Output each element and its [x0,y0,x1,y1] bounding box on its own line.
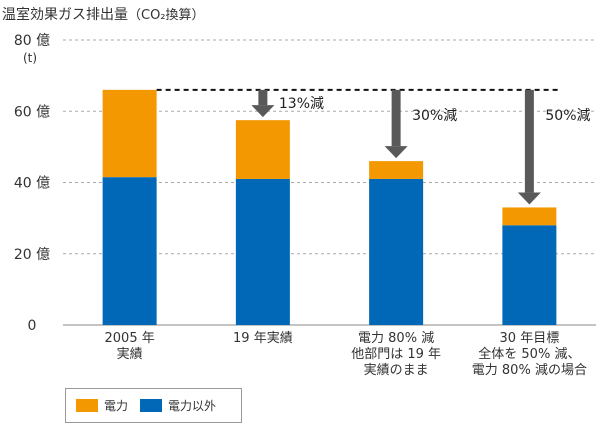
x-tick-label: 他部門は 19 年 [351,347,441,362]
reduction-arrow-shaft [391,89,401,147]
bar-segment [502,207,557,226]
legend-item-electricity: 電力 [76,397,128,414]
reduction-arrow-shaft [524,89,534,193]
x-tick-label: 19 年実績 [233,330,293,346]
reduction-arrow-head [251,105,275,118]
legend-label-non-electricity: 電力以外 [168,399,217,413]
chart-title: 温室効果ガス排出量（CO₂換算） [2,4,205,24]
y-tick-label: 60 億 [14,104,50,120]
chart-title-suffix: （CO₂換算） [128,8,205,23]
reduction-label: 30%減 [412,107,457,124]
legend-swatch-electricity [76,399,98,412]
reduction-arrow-shaft [258,89,268,106]
reduction-label: 13%減 [279,95,324,112]
reduction-arrow-head [384,146,408,159]
reduction-arrow-head [517,192,541,205]
y-tick-label: 20 億 [14,247,50,263]
legend-label-electricity: 電力 [104,399,129,413]
y-tick-label: 80 億 [14,33,50,49]
bar-segment [369,178,424,325]
x-tick-label: 電力 80% 減の場合 [472,362,587,378]
y-tick-label: 0 [28,318,37,334]
legend-swatch-non-electricity [140,399,163,412]
y-axis-unit: (t) [23,51,37,65]
bar-segment [102,177,157,325]
reduction-label: 50%減 [545,107,590,124]
bar-segment [235,120,290,179]
x-tick-label: 実績 [117,346,143,362]
bar-segment [102,89,157,178]
bar-segment [369,161,424,179]
chart-legend: 電力 電力以外 [65,388,242,423]
y-tick-label: 40 億 [14,176,50,192]
chart-title-main: 温室効果ガス排出量 [2,7,128,23]
x-tick-label: 全体を 50% 減、 [478,346,580,362]
bar-segment [235,178,290,325]
x-tick-label: 30 年目標 [500,331,560,346]
legend-item-non-electricity: 電力以外 [140,397,216,414]
x-tick-label: 電力 80% 減 [358,330,434,346]
bar-segment [502,225,557,325]
x-tick-label: 2005 年 [105,331,155,346]
x-tick-label: 実績のまま [364,362,429,378]
